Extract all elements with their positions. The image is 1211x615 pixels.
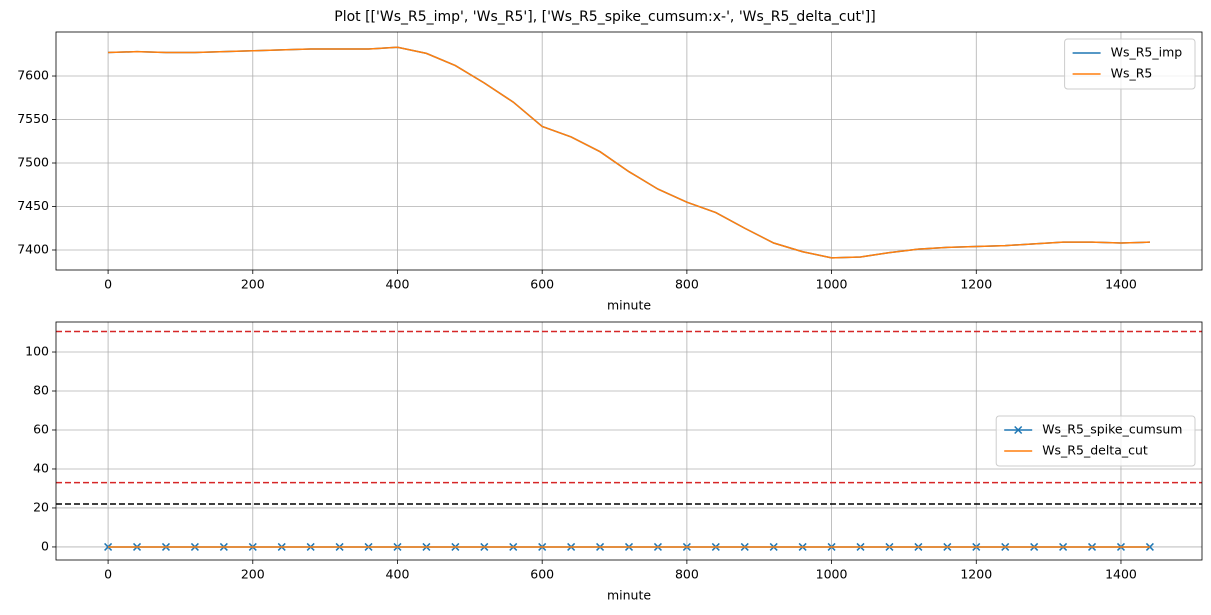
x-tick-label: 1000	[816, 277, 848, 292]
x-tick-label: 600	[530, 567, 554, 582]
y-tick-label: 7500	[17, 155, 49, 170]
legend-marker	[1014, 425, 1023, 435]
legend-label: Ws_R5_imp	[1111, 45, 1183, 60]
x-tick-label: 800	[675, 567, 699, 582]
y-tick-label: 80	[33, 383, 49, 398]
y-tick-label: 7450	[17, 198, 49, 213]
legend-label: Ws_R5	[1111, 66, 1153, 81]
plot-area	[108, 46, 1150, 259]
x-axis-label: minute	[607, 298, 651, 313]
y-tick-label: 20	[33, 499, 49, 514]
figure-title: Plot [['Ws_R5_imp', 'Ws_R5'], ['Ws_R5_sp…	[334, 9, 875, 25]
x-tick-label: 400	[386, 567, 410, 582]
x-tick-label: 400	[386, 277, 410, 292]
y-tick-label: 60	[33, 421, 49, 436]
x-tick-label: 1000	[816, 567, 848, 582]
series-line	[108, 46, 1150, 259]
x-tick-label: 1200	[960, 277, 992, 292]
axes: 0 200 400 600 800 1000 1200 1400 0 20 40 60 80 100 min…	[25, 321, 1203, 603]
x-tick-label: 600	[530, 277, 554, 292]
legend: Ws_R5_spike_cumsum Ws_R5_delta_cut	[995, 415, 1196, 467]
legend-label: Ws_R5_spike_cumsum	[1042, 422, 1182, 437]
axes-frame	[55, 321, 1203, 561]
legend: Ws_R5_imp Ws_R5	[1064, 38, 1196, 90]
y-tick-label: 40	[33, 460, 49, 475]
x-tick-label: 800	[675, 277, 699, 292]
x-axis-label: minute	[607, 588, 651, 603]
y-tick-label: 7600	[17, 68, 49, 83]
axes-frame	[55, 31, 1203, 271]
x-tick-label: 1200	[960, 567, 992, 582]
y-tick-label: 7550	[17, 111, 49, 126]
legend-box	[995, 415, 1196, 467]
x-tick-label: 0	[104, 567, 112, 582]
y-tick-label: 7400	[17, 241, 49, 256]
y-tick-label: 0	[41, 538, 49, 553]
x-tick-label: 0	[104, 277, 112, 292]
x-tick-label: 1400	[1105, 567, 1137, 582]
x-tick-label: 1400	[1105, 277, 1137, 292]
legend-box	[1064, 38, 1196, 90]
axes: 0 200 400 600 800 1000 1200 1400 7400 7450 7500 755…	[17, 31, 1203, 313]
x-tick-label: 200	[241, 277, 265, 292]
y-tick-label: 100	[25, 344, 49, 359]
legend-label: Ws_R5_delta_cut	[1042, 443, 1148, 458]
x-tick-label: 200	[241, 567, 265, 582]
plot-area	[104, 542, 1154, 551]
